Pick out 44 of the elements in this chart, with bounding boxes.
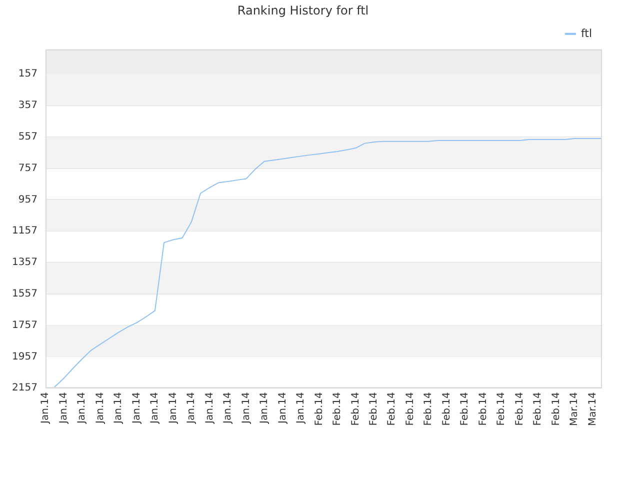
x-tick-label: Jan.14 bbox=[150, 392, 161, 424]
x-tick-label: Jan.14 bbox=[296, 392, 307, 424]
x-tick-label: Feb.14 bbox=[441, 392, 452, 426]
x-tick-label: Feb.14 bbox=[404, 392, 416, 426]
x-tick-label: Feb.14 bbox=[350, 392, 362, 426]
x-tick-label: Jan.14 bbox=[58, 392, 70, 424]
x-tick-label: Feb.14 bbox=[460, 392, 471, 426]
y-tick-label: 957 bbox=[18, 194, 38, 206]
y-tick-label: 1357 bbox=[12, 257, 38, 268]
x-tick-label: Mar.14 bbox=[569, 392, 580, 426]
x-tick-label: Mar.14 bbox=[587, 392, 598, 426]
x-tick-label: Jan.14 bbox=[259, 392, 270, 424]
x-tick-label: Feb.14 bbox=[532, 392, 544, 426]
y-tick-label: 757 bbox=[18, 162, 38, 174]
x-tick-label: Feb.14 bbox=[386, 392, 398, 426]
legend-label: ftl bbox=[580, 26, 592, 40]
x-tick-label: Feb.14 bbox=[514, 392, 526, 426]
y-tick-label: 1557 bbox=[12, 288, 38, 300]
y-tick-label: 157 bbox=[18, 68, 38, 80]
y-tick-label: 2157 bbox=[12, 382, 38, 394]
x-tick-label: Jan.14 bbox=[186, 392, 198, 424]
x-tick-label: Feb.14 bbox=[478, 392, 489, 426]
x-tick-label: Jan.14 bbox=[277, 392, 288, 424]
x-tick-label: Feb.14 bbox=[332, 392, 344, 426]
x-tick-label: Feb.14 bbox=[423, 392, 434, 426]
x-tick-label: Jan.14 bbox=[222, 392, 234, 424]
x-tick-label: Jan.14 bbox=[40, 392, 52, 424]
x-tick-label: Jan.14 bbox=[131, 392, 142, 424]
y-tick-label: 557 bbox=[18, 131, 38, 142]
x-tick-label: Jan.14 bbox=[113, 392, 124, 424]
x-tick-label: Jan.14 bbox=[76, 392, 88, 424]
chart-title: Ranking History for ftl bbox=[237, 3, 369, 18]
y-tick-label: 1157 bbox=[12, 226, 38, 237]
x-tick-label: Jan.14 bbox=[168, 392, 179, 424]
y-tick-label: 357 bbox=[18, 100, 38, 112]
x-tick-label: Jan.14 bbox=[204, 392, 216, 424]
x-tick-label: Feb.14 bbox=[368, 392, 380, 426]
y-tick-label: 1757 bbox=[12, 320, 38, 331]
x-tick-label: Feb.14 bbox=[496, 392, 508, 426]
x-tick-label: Jan.14 bbox=[94, 392, 106, 424]
x-tick-label: Feb.14 bbox=[550, 392, 562, 426]
x-tick-label: Jan.14 bbox=[240, 392, 252, 424]
y-tick-label: 1957 bbox=[12, 351, 38, 362]
x-tick-label: Feb.14 bbox=[314, 392, 325, 426]
